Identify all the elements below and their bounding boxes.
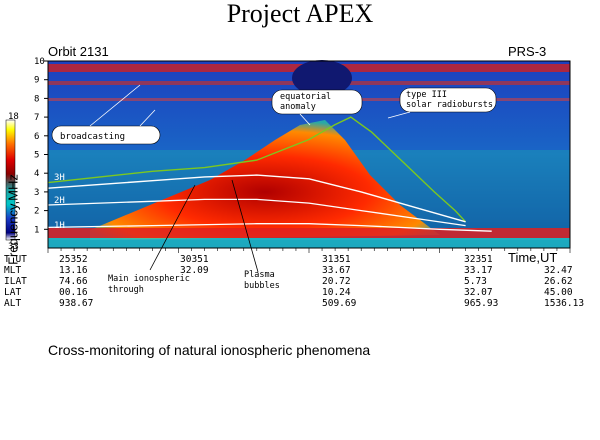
annotation-bubble — [399, 87, 497, 113]
annotation-equatorial-anomaly: equatorial anomaly — [280, 92, 331, 112]
table-cell: 1536.13 — [544, 298, 585, 309]
annotation-type-iii: type III solar radiobursts — [406, 90, 493, 110]
annotation-pointer — [299, 113, 311, 126]
annotation-pointer — [89, 84, 141, 127]
y-tick-label: 7 — [34, 113, 39, 123]
colorbar-top-label: 18 — [8, 112, 19, 122]
lf-band-cyan — [48, 238, 570, 248]
y-tick-label: 1 — [34, 225, 39, 235]
table-cell: 33.67 — [322, 265, 351, 276]
table-cell: 30351 — [180, 254, 209, 265]
table-cell: 32.47 — [544, 265, 573, 276]
table-row: ILAT 74.66 20.72 5.73 26.62 — [4, 276, 594, 287]
table-cell: 31351 — [322, 254, 351, 265]
dark-region — [292, 60, 352, 96]
instrument-label: PRS-3 — [508, 44, 547, 59]
table-row: LAT 00.16 10.24 32.07 45.00 — [4, 287, 594, 298]
annotation-broadcasting: broadcasting — [60, 132, 125, 142]
page-title: Project APEX — [226, 0, 374, 28]
table-cell: 74.66 — [59, 276, 88, 287]
table-cell: 5.73 — [464, 276, 487, 287]
table-row-label: ALT — [4, 298, 22, 309]
table-cell: 13.16 — [59, 265, 88, 276]
curve-3H — [47, 174, 466, 223]
table-row: ALT 938.67 509.69 965.93 1536.13 — [4, 298, 594, 309]
colorbar-bottom-label: 33 — [8, 242, 19, 252]
figure-caption: Cross-monitoring of natural ionospheric … — [48, 342, 371, 358]
x-axis-label: Time,UT — [508, 250, 558, 265]
table-row-label: LAT — [4, 287, 22, 298]
annotation-main-through: Main ionospheric through — [108, 274, 190, 295]
annotation-pointer — [149, 184, 196, 271]
table-row: MLT 13.16 32.09 33.67 33.17 32.47 — [4, 265, 594, 276]
table-row: T UT 25352 30351 31351 32351 — [4, 254, 594, 265]
table-cell: 965.93 — [464, 298, 499, 309]
y-tick-label: 10 — [34, 57, 45, 67]
table-cell: 32351 — [464, 254, 493, 265]
annotation-plasma-bubbles: Plasma bubbles — [244, 270, 280, 291]
y-tick-label: 8 — [34, 94, 39, 104]
y-tick-label: 3 — [34, 188, 39, 198]
table-row-label: T UT — [4, 254, 27, 265]
curve-2H — [47, 198, 466, 227]
orbit-data-table: T UT 25352 30351 31351 32351 MLT 13.16 32.09 33.… — [4, 254, 594, 314]
x-axis-ticks — [47, 248, 571, 253]
table-cell: 509.69 — [322, 298, 357, 309]
curve-label-3H: 3H — [54, 173, 65, 183]
table-row-label: MLT — [4, 265, 22, 276]
curve-label-2H: 2H — [54, 196, 65, 206]
table-cell: 00.16 — [59, 287, 88, 298]
table-cell: 938.67 — [59, 298, 94, 309]
table-cell: 25352 — [59, 254, 88, 265]
table-cell: 20.72 — [322, 276, 351, 287]
annotation-bubble — [51, 125, 161, 145]
table-cell: 45.00 — [544, 287, 573, 298]
annotation-pointer — [139, 109, 156, 127]
y-tick-label: 6 — [34, 132, 39, 142]
curve-label-1H: 1H — [54, 221, 65, 231]
table-row-label: ILAT — [4, 276, 27, 287]
annotation-bubble — [271, 89, 363, 115]
table-cell: 32.09 — [180, 265, 209, 276]
y-tick-label: 5 — [34, 151, 39, 161]
y-axis-ticks: 1 2 3 4 5 6 7 8 9 10 — [34, 57, 48, 235]
table-cell: 32.07 — [464, 287, 493, 298]
foF2-curve — [47, 116, 467, 223]
annotation-pointer — [231, 179, 259, 273]
y-tick-label: 2 — [34, 207, 39, 217]
table-cell: 10.24 — [322, 287, 351, 298]
colorbar — [5, 119, 16, 241]
lf-band — [48, 228, 570, 238]
orbit-label: Orbit 2131 — [48, 44, 109, 59]
curve-1H — [47, 223, 492, 232]
table-cell: 33.17 — [464, 265, 493, 276]
y-tick-label: 4 — [34, 169, 39, 179]
table-cell: 26.62 — [544, 276, 573, 287]
y-tick-label: 9 — [34, 76, 39, 86]
annotation-pointer — [387, 111, 411, 119]
